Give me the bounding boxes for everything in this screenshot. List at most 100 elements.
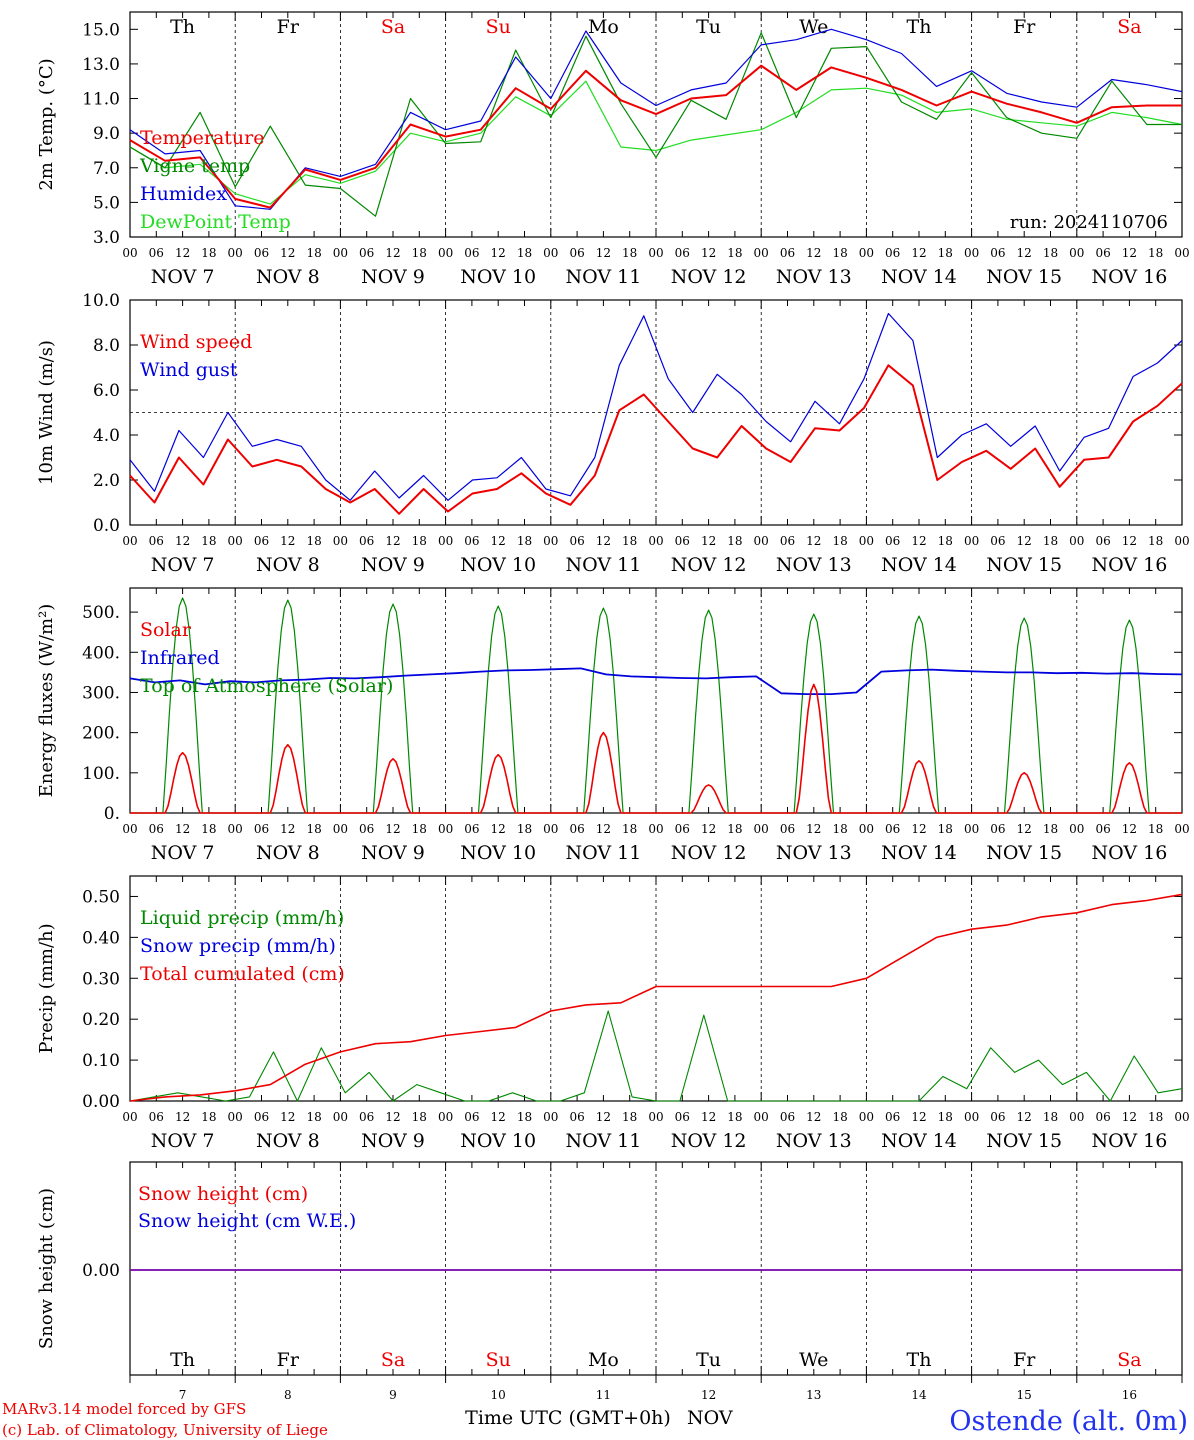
hour-tick-label: 00 <box>1174 246 1189 260</box>
day-name: Tu <box>696 1349 721 1371</box>
hour-tick-label: 00 <box>543 1110 558 1124</box>
date-label: NOV 16 <box>1091 1130 1167 1152</box>
hour-tick-label: 12 <box>701 534 716 548</box>
x-axis-month: NOV <box>687 1407 733 1429</box>
hour-tick-label: 18 <box>1043 246 1058 260</box>
date-label: NOV 8 <box>256 554 320 576</box>
hour-tick-label: 06 <box>675 246 690 260</box>
hour-tick-label: 12 <box>385 822 400 836</box>
hour-tick-label: 06 <box>885 534 900 548</box>
series-line <box>130 683 1182 814</box>
date-label: NOV 9 <box>361 266 425 288</box>
date-number: 7 <box>179 1388 187 1402</box>
legend-entry: Vigne temp <box>139 155 250 177</box>
date-number: 10 <box>491 1388 506 1402</box>
hour-tick-label: 06 <box>885 822 900 836</box>
y-tick-label: 100. <box>82 764 120 784</box>
date-label: NOV 11 <box>565 842 641 864</box>
y-tick-label: 6.0 <box>93 381 120 401</box>
panel-frame <box>129 11 1183 238</box>
legend-entry: DewPoint Temp <box>140 211 291 233</box>
y-axis-label: 10m Wind (m/s) <box>36 340 57 485</box>
hour-tick-label: 06 <box>885 246 900 260</box>
hour-tick-label: 12 <box>1017 1110 1032 1124</box>
hour-tick-label: 18 <box>832 822 847 836</box>
date-label: NOV 13 <box>776 1130 852 1152</box>
hour-tick-label: 00 <box>228 1110 243 1124</box>
hour-tick-label: 12 <box>385 246 400 260</box>
day-name: We <box>799 1349 828 1371</box>
day-name: Su <box>486 16 511 38</box>
hour-tick-label: 18 <box>938 822 953 836</box>
y-tick-label: 5.0 <box>93 193 120 213</box>
hour-tick-label: 12 <box>911 822 926 836</box>
hour-tick-label: 00 <box>754 822 769 836</box>
hour-tick-label: 06 <box>780 822 795 836</box>
hour-tick-label: 00 <box>859 1110 874 1124</box>
y-tick-label: 300. <box>82 683 120 703</box>
series-line <box>129 364 1183 515</box>
date-label: NOV 14 <box>881 554 957 576</box>
hour-tick-label: 06 <box>464 822 479 836</box>
hour-tick-label: 12 <box>806 1110 821 1124</box>
hour-tick-label: 06 <box>1095 246 1110 260</box>
y-tick-label: 0.20 <box>82 1010 120 1030</box>
y-tick-label: 0. <box>104 804 120 824</box>
hour-tick-label: 18 <box>938 246 953 260</box>
hour-tick-label: 12 <box>1017 534 1032 548</box>
hour-tick-label: 18 <box>622 1110 637 1124</box>
hour-tick-label: 06 <box>990 1110 1005 1124</box>
date-label: NOV 11 <box>565 266 641 288</box>
date-number: 15 <box>1017 1388 1032 1402</box>
hour-tick-label: 00 <box>438 1110 453 1124</box>
hour-tick-label: 06 <box>675 822 690 836</box>
day-name: Fr <box>1013 1349 1036 1371</box>
hour-tick-label: 00 <box>964 1110 979 1124</box>
hour-tick-label: 12 <box>175 246 190 260</box>
date-label: NOV 8 <box>256 266 320 288</box>
y-tick-label: 8.0 <box>93 336 120 356</box>
hour-tick-label: 18 <box>517 534 532 548</box>
day-name: Su <box>486 1349 511 1371</box>
legend-entry: Solar <box>140 619 192 641</box>
date-label: NOV 12 <box>671 1130 747 1152</box>
hour-tick-label: 18 <box>201 1110 216 1124</box>
hour-tick-label: 18 <box>412 534 427 548</box>
date-label: NOV 16 <box>1091 266 1167 288</box>
date-label: NOV 15 <box>986 554 1062 576</box>
hour-tick-label: 18 <box>201 246 216 260</box>
hour-tick-label: 00 <box>1174 822 1189 836</box>
y-tick-label: 13.0 <box>82 55 120 75</box>
y-tick-label: 3.0 <box>93 228 120 248</box>
hour-tick-label: 12 <box>280 1110 295 1124</box>
hour-tick-label: 06 <box>359 822 374 836</box>
date-label: NOV 14 <box>881 266 957 288</box>
hour-tick-label: 00 <box>1069 1110 1084 1124</box>
legend-entry: Wind gust <box>140 359 238 381</box>
hour-tick-label: 06 <box>464 534 479 548</box>
y-tick-label: 400. <box>82 643 120 663</box>
hour-tick-label: 06 <box>990 534 1005 548</box>
hour-tick-label: 00 <box>859 822 874 836</box>
day-name: Th <box>170 1349 195 1371</box>
date-label: NOV 15 <box>986 266 1062 288</box>
date-label: NOV 9 <box>361 1130 425 1152</box>
y-tick-label: 0.0 <box>93 516 120 536</box>
hour-tick-label: 12 <box>491 246 506 260</box>
hour-tick-label: 06 <box>149 246 164 260</box>
hour-tick-label: 00 <box>228 822 243 836</box>
hour-tick-label: 12 <box>806 246 821 260</box>
hour-tick-label: 00 <box>964 822 979 836</box>
station-name: Ostende (alt. 0m) <box>949 1406 1188 1437</box>
hour-tick-label: 00 <box>333 1110 348 1124</box>
run-annotation: run: 2024110706 <box>1010 212 1168 233</box>
legend-entry: Wind speed <box>140 331 252 353</box>
hour-tick-label: 06 <box>990 246 1005 260</box>
hour-tick-label: 06 <box>149 534 164 548</box>
hour-tick-label: 18 <box>832 534 847 548</box>
hour-tick-label: 00 <box>1069 822 1084 836</box>
hour-tick-label: 12 <box>701 1110 716 1124</box>
day-name: Tu <box>696 16 721 38</box>
y-tick-label: 11.0 <box>82 90 120 110</box>
legend-entry: Liquid precip (mm/h) <box>140 907 344 929</box>
